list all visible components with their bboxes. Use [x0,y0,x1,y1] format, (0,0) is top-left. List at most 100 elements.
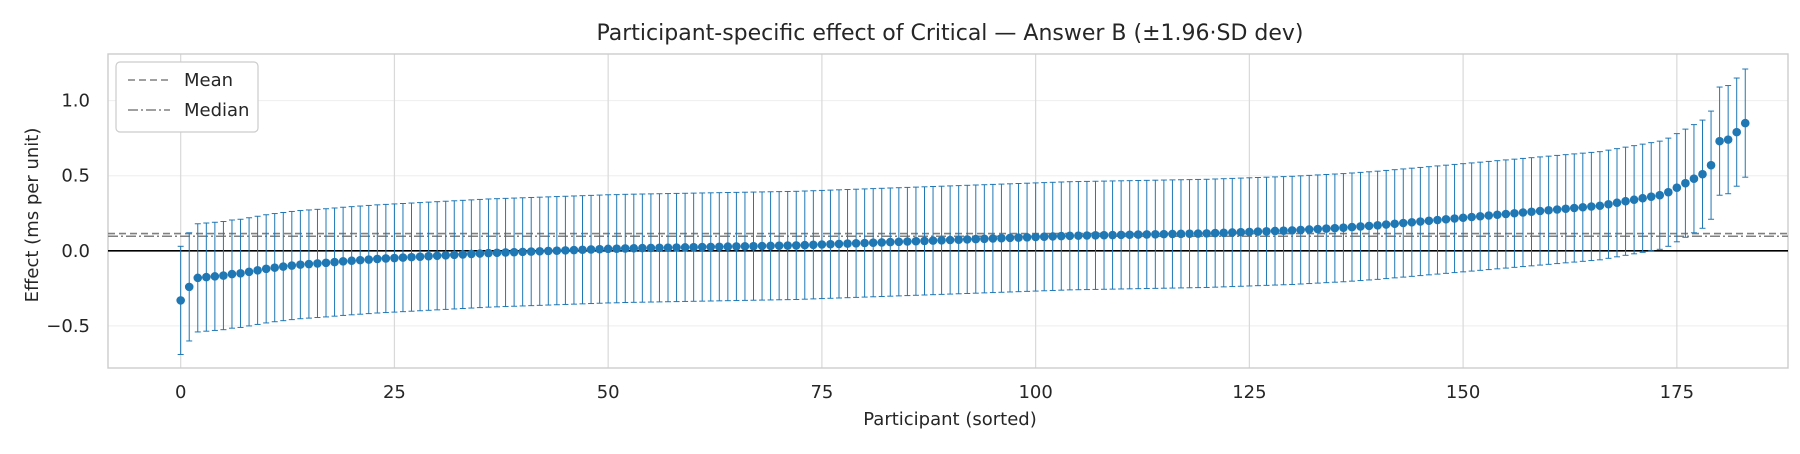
data-point [338,257,348,266]
data-point [544,246,553,256]
data-point [1210,228,1220,238]
legend-label-mean: Mean [184,70,233,91]
data-point [945,235,955,245]
data-point [937,235,946,245]
data-point [1245,227,1254,237]
data-point [612,244,622,254]
data-point [1065,231,1075,241]
data-point [1706,160,1716,170]
x-tick-label: 0 [175,382,186,403]
data-point [1227,228,1237,237]
data-point [1398,218,1408,228]
data-point [415,252,425,261]
x-tick-label: 175 [1660,382,1694,403]
data-point [1039,232,1049,241]
data-point [261,264,271,274]
data-point [980,234,989,244]
data-point [868,238,878,248]
data-point [424,251,433,261]
data-point [1552,205,1562,214]
data-point [296,260,305,269]
data-point [629,243,639,253]
data-point [1168,229,1177,239]
data-point [1339,223,1348,232]
data-point [492,248,502,258]
data-point [390,253,399,263]
data-point [1279,226,1288,235]
data-point [1322,224,1331,233]
data-point [1219,228,1229,238]
data-point [526,247,536,256]
data-point [1646,192,1656,202]
data-point [287,261,297,270]
x-tick-label: 25 [383,382,406,403]
data-point [809,240,818,250]
data-point [1595,201,1605,211]
data-point [561,246,570,255]
data-point [1236,227,1246,237]
data-point [304,259,314,269]
data-points [176,118,1750,305]
data-point [1193,229,1203,238]
data-point [1544,205,1553,215]
data-point [791,241,801,250]
data-point [1262,226,1271,236]
data-point [911,236,921,246]
data-point [552,246,562,255]
data-point [971,234,981,244]
data-point [655,243,664,253]
data-point [689,242,698,252]
data-point [1014,233,1023,242]
data-point [843,239,852,248]
data-point [1655,190,1665,200]
y-tick-label: 0.5 [61,166,90,187]
data-point [407,252,416,262]
data-point [1518,208,1528,217]
data-point [1270,226,1280,236]
data-point [1151,229,1160,239]
data-point [1185,229,1194,238]
data-point [1005,233,1015,243]
data-point [1715,136,1724,146]
x-tick-label: 150 [1446,382,1480,403]
data-point [1407,217,1417,227]
data-point [1433,215,1442,225]
data-point [1681,178,1690,188]
data-point [620,244,630,253]
data-point [817,240,827,249]
data-point [364,255,374,264]
data-point [278,262,288,271]
data-point [1612,198,1622,208]
y-tick-label: −0.5 [46,316,90,337]
data-point [894,237,904,247]
data-point [236,269,245,278]
data-point [877,238,887,247]
data-point [1373,220,1382,230]
data-point [1672,183,1682,193]
data-point [184,282,194,292]
data-point [1108,230,1117,240]
data-point [441,251,451,260]
data-point [1347,222,1357,232]
data-point [373,254,382,264]
data-point [766,241,775,251]
data-point [800,240,810,250]
y-tick-label: 0.0 [61,241,90,262]
data-point [706,242,716,252]
data-point [1048,232,1058,241]
data-point [1142,230,1152,239]
data-point [1202,229,1211,238]
data-point [1723,135,1733,144]
data-point [1074,231,1083,240]
data-point [1527,207,1536,217]
data-point [697,242,707,252]
data-point [1022,232,1032,242]
data-point [1390,219,1400,229]
data-point [928,236,938,245]
data-point [381,254,391,263]
data-point [1091,231,1100,240]
data-point [449,250,459,260]
y-tick-label: 1.0 [61,91,90,112]
data-point [1638,193,1647,203]
data-point [1381,220,1391,229]
